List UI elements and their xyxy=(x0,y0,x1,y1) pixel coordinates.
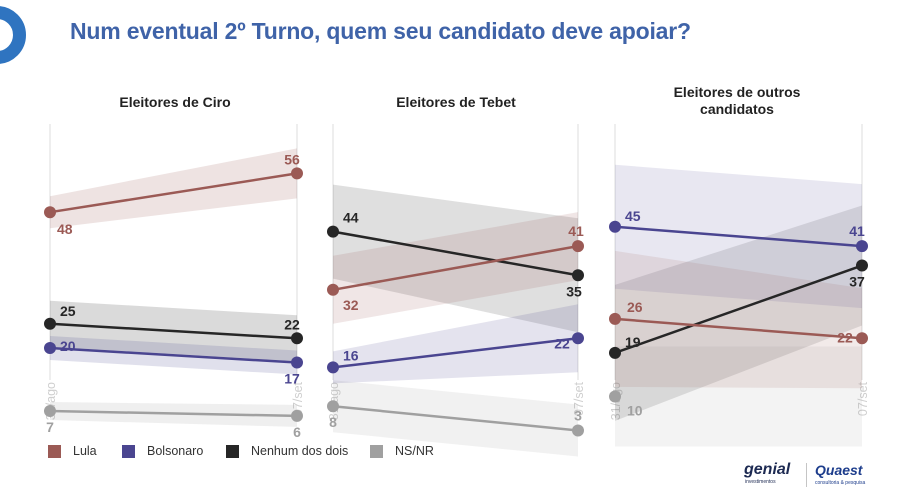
legend-label-bolsonaro: Bolsonaro xyxy=(147,444,204,458)
confidence-band xyxy=(50,148,297,229)
data-point xyxy=(291,332,303,345)
panel-title-line: Eleitores de Ciro xyxy=(119,94,230,110)
legend-swatch-lula xyxy=(48,444,61,458)
legend-item-nenhum: Nenhum dos dois xyxy=(226,444,348,458)
legend-label-lula: Lula xyxy=(73,444,97,458)
x-tick-label: 07/set xyxy=(572,381,586,416)
legend-label-nsnr: NS/NR xyxy=(395,444,434,458)
confidence-band xyxy=(615,346,862,447)
data-label: 8 xyxy=(329,414,337,430)
series-line xyxy=(332,404,579,432)
data-label: 35 xyxy=(566,283,582,299)
data-label: 56 xyxy=(284,151,300,167)
confidence-band xyxy=(615,250,862,389)
data-point xyxy=(44,317,56,330)
panel-title: Eleitores de outros candidatos xyxy=(674,84,801,117)
legend-swatch-nenhum xyxy=(226,444,239,458)
data-point xyxy=(327,361,339,374)
panel-title: Eleitores de Ciro xyxy=(119,94,230,110)
data-point xyxy=(44,342,56,354)
panel-title: Eleitores de Tebet xyxy=(396,94,516,110)
data-point xyxy=(291,356,303,369)
series-line xyxy=(49,322,298,340)
x-tick-label: 07/set xyxy=(291,381,305,416)
data-point xyxy=(609,220,621,233)
x-tick-label: 07/set xyxy=(856,381,870,416)
data-label: 45 xyxy=(625,208,641,224)
data-point xyxy=(327,225,339,238)
data-label: 32 xyxy=(343,297,359,313)
data-point xyxy=(327,400,339,413)
data-label: 20 xyxy=(60,338,76,354)
data-point xyxy=(291,409,303,422)
panel-title-line: candidatos xyxy=(700,101,774,117)
series-line xyxy=(614,225,863,248)
data-label: 41 xyxy=(568,223,584,239)
data-label: 22 xyxy=(554,335,570,351)
data-label: 22 xyxy=(837,329,853,345)
series-line xyxy=(49,172,298,214)
series-line xyxy=(614,317,863,340)
data-point xyxy=(609,312,621,325)
data-point xyxy=(572,269,584,282)
quaest-logo: Quaest xyxy=(815,462,863,478)
data-label: 37 xyxy=(849,274,865,290)
data-point xyxy=(327,283,339,296)
data-label: 16 xyxy=(343,347,359,363)
panel-title-line: Eleitores de Tebet xyxy=(396,94,516,110)
data-point xyxy=(856,240,868,253)
legend-label-nenhum: Nenhum dos dois xyxy=(251,444,349,458)
legend-swatch-bolsonaro xyxy=(122,444,135,458)
legend-item-nsnr: NS/NR xyxy=(370,444,434,458)
chart-panel-2: Eleitores de Tebet31/ago07/set8344351622… xyxy=(327,94,586,457)
data-point xyxy=(44,206,56,219)
series-line xyxy=(614,264,863,355)
data-label: 22 xyxy=(284,316,300,332)
genial-logo-sub: investimentos xyxy=(745,479,776,485)
data-label: 7 xyxy=(46,419,54,435)
data-point xyxy=(572,424,584,437)
legend-swatch-nsnr xyxy=(370,444,383,458)
data-label: 6 xyxy=(293,424,301,440)
data-point xyxy=(609,346,621,359)
data-label: 10 xyxy=(627,403,643,419)
data-label: 26 xyxy=(627,299,643,315)
series-line xyxy=(49,409,298,418)
legend-item-bolsonaro: Bolsonaro xyxy=(122,444,203,458)
page-title: Num eventual 2º Turno, quem seu candidat… xyxy=(70,18,691,44)
data-label: 44 xyxy=(343,210,359,226)
data-point xyxy=(291,167,303,180)
confidence-band xyxy=(615,205,862,421)
genial-logo: genial xyxy=(744,461,791,478)
data-point xyxy=(572,332,584,345)
confidence-band xyxy=(333,304,578,384)
quaest-logo-sub: consultoria & pesquisa xyxy=(815,480,866,486)
data-label: 19 xyxy=(625,334,641,350)
data-point xyxy=(44,405,56,418)
series-line xyxy=(49,346,298,364)
data-point xyxy=(572,240,584,253)
data-point xyxy=(856,259,868,272)
data-label: 41 xyxy=(849,223,865,239)
series-line xyxy=(332,244,579,292)
data-label: 25 xyxy=(60,303,76,319)
panel-title-line: Eleitores de outros xyxy=(674,84,801,100)
series-line xyxy=(332,230,579,277)
data-point xyxy=(609,390,621,403)
data-label: 17 xyxy=(284,371,300,387)
series-line xyxy=(332,337,579,369)
confidence-band xyxy=(333,184,578,333)
data-label: 3 xyxy=(574,407,582,423)
legend-item-lula: Lula xyxy=(48,444,97,458)
data-label: 48 xyxy=(57,221,73,237)
chart-panel-3: Eleitores de outroscandidatos31/ago07/se… xyxy=(609,84,870,447)
brand-divider xyxy=(806,463,807,487)
data-point xyxy=(856,332,868,345)
